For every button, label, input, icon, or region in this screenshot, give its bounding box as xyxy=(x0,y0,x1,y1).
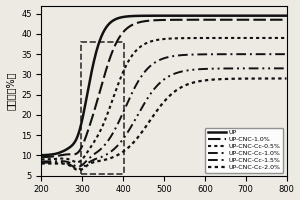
UP-CNC-Cc-1.5% xyxy=(153,87,157,89)
UP-CNC-Cc-2.0% xyxy=(153,112,157,114)
UP-CNC-Cc-2.0% xyxy=(149,118,152,121)
UP-CNC-Cc-2.0% xyxy=(285,77,288,80)
UP-CNC-Cc-0.5% xyxy=(153,39,157,42)
UP-CNC-Cc-1.0% xyxy=(144,70,147,72)
UP xyxy=(40,154,43,156)
Line: UP-CNC-Cc-1.0%: UP-CNC-Cc-1.0% xyxy=(41,54,286,167)
UP-CNC-Cc-0.5% xyxy=(58,157,62,160)
UP-CNC-1.0% xyxy=(144,20,147,22)
UP-CNC-Cc-1.5% xyxy=(69,164,72,166)
UP xyxy=(149,15,152,17)
UP-CNC-Cc-0.5% xyxy=(149,40,152,43)
UP xyxy=(69,146,72,148)
UP-CNC-Cc-1.5% xyxy=(285,67,288,70)
UP-CNC-Cc-1.0% xyxy=(153,61,157,64)
UP-CNC-Cc-0.5% xyxy=(285,37,288,39)
UP-CNC-1.0% xyxy=(149,19,152,22)
UP-CNC-Cc-1.5% xyxy=(144,100,147,103)
UP-CNC-Cc-2.0% xyxy=(58,162,62,165)
UP xyxy=(153,15,157,17)
UP-CNC-Cc-1.5% xyxy=(179,70,183,73)
UP-CNC-Cc-0.5% xyxy=(69,159,72,161)
UP-CNC-Cc-1.5% xyxy=(40,161,43,164)
Line: UP-CNC-Cc-1.5%: UP-CNC-Cc-1.5% xyxy=(41,68,286,169)
UP-CNC-Cc-0.5% xyxy=(75,161,79,163)
UP-CNC-1.0% xyxy=(58,154,62,157)
UP-CNC-Cc-0.5% xyxy=(144,42,147,45)
UP-CNC-Cc-0.5% xyxy=(40,158,43,161)
UP-CNC-Cc-2.0% xyxy=(40,162,43,165)
UP-CNC-Cc-1.5% xyxy=(58,161,62,164)
UP-CNC-1.0% xyxy=(179,19,183,21)
UP-CNC-Cc-2.0% xyxy=(144,126,147,128)
UP-CNC-1.0% xyxy=(69,153,72,156)
Bar xyxy=(81,42,124,174)
UP xyxy=(179,14,183,17)
UP-CNC-Cc-1.0% xyxy=(76,165,80,168)
Line: UP-CNC-1.0%: UP-CNC-1.0% xyxy=(41,20,286,157)
UP xyxy=(285,14,288,17)
Line: UP: UP xyxy=(41,16,286,155)
UP-CNC-Cc-2.0% xyxy=(77,169,80,171)
UP-CNC-Cc-1.0% xyxy=(179,54,183,56)
UP-CNC-1.0% xyxy=(285,19,288,21)
UP-CNC-Cc-1.0% xyxy=(40,160,43,163)
UP-CNC-Cc-1.0% xyxy=(285,53,288,55)
Legend: UP, UP-CNC-1.0%, UP-CNC-Cc-0.5%, UP-CNC-Cc-1.0%, UP-CNC-Cc-1.5%, UP-CNC-Cc-2.0%: UP, UP-CNC-1.0%, UP-CNC-Cc-0.5%, UP-CNC-… xyxy=(205,128,284,173)
Line: UP-CNC-Cc-0.5%: UP-CNC-Cc-0.5% xyxy=(41,38,286,162)
Y-axis label: 通过率（%）: 通过率（%） xyxy=(6,71,16,110)
UP-CNC-1.0% xyxy=(40,156,43,158)
UP-CNC-Cc-2.0% xyxy=(179,86,183,89)
UP-CNC-Cc-2.0% xyxy=(69,165,72,167)
UP xyxy=(58,151,62,154)
UP-CNC-Cc-1.5% xyxy=(149,92,152,95)
UP-CNC-1.0% xyxy=(153,19,157,21)
Line: UP-CNC-Cc-2.0%: UP-CNC-Cc-2.0% xyxy=(41,78,286,170)
UP-CNC-Cc-1.0% xyxy=(149,64,152,67)
UP-CNC-Cc-1.0% xyxy=(58,160,62,162)
UP xyxy=(144,15,147,17)
UP-CNC-Cc-1.0% xyxy=(69,162,72,164)
UP-CNC-Cc-1.5% xyxy=(77,168,80,170)
UP-CNC-Cc-0.5% xyxy=(179,37,183,39)
